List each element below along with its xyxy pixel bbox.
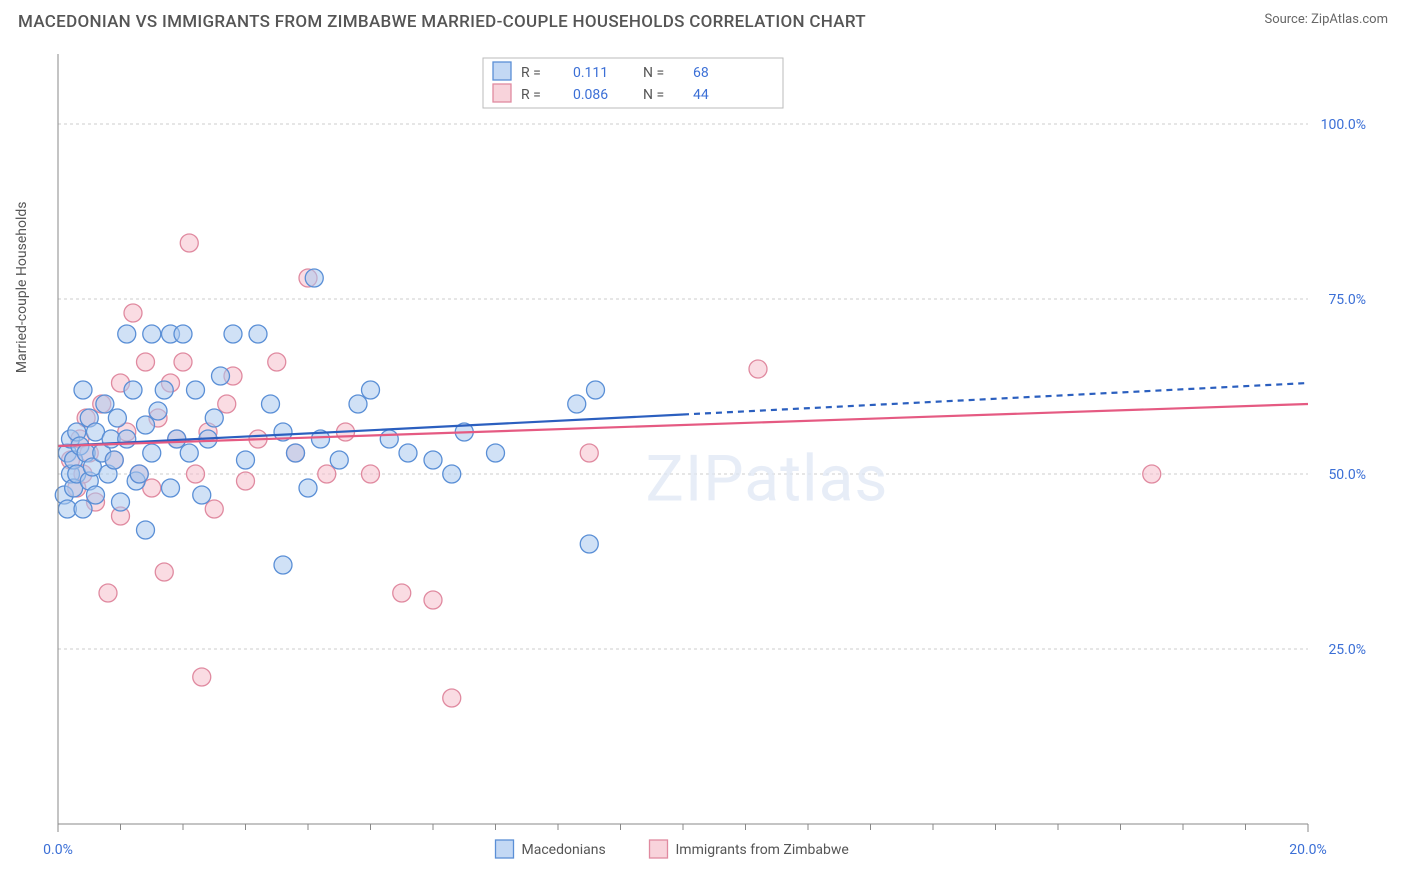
source-label: Source: ZipAtlas.com: [1264, 12, 1388, 27]
data-point: [143, 444, 161, 462]
data-point: [362, 465, 380, 483]
data-point: [443, 689, 461, 707]
data-point: [137, 521, 155, 539]
data-point: [193, 668, 211, 686]
data-point: [399, 444, 417, 462]
data-point: [99, 584, 117, 602]
legend-swatch: [493, 84, 511, 102]
data-point: [424, 591, 442, 609]
data-point: [443, 465, 461, 483]
data-point: [1143, 465, 1161, 483]
data-point: [187, 381, 205, 399]
data-point: [318, 465, 336, 483]
legend-n-value: 68: [693, 65, 709, 81]
data-point: [237, 472, 255, 490]
data-point: [568, 395, 586, 413]
legend-r-value: 0.111: [573, 65, 608, 81]
data-point: [180, 234, 198, 252]
data-point: [587, 381, 605, 399]
data-point: [424, 451, 442, 469]
legend-r-label: R =: [521, 87, 541, 103]
data-point: [193, 486, 211, 504]
legend-swatch: [650, 840, 668, 858]
data-point: [143, 325, 161, 343]
bottom-legend-label: Macedonians: [522, 842, 606, 858]
y-tick-label: 50.0%: [1328, 467, 1366, 483]
data-point: [124, 381, 142, 399]
data-point: [162, 479, 180, 497]
x-tick-label: 20.0%: [1289, 842, 1327, 858]
y-tick-label: 25.0%: [1328, 642, 1366, 658]
data-point: [118, 325, 136, 343]
bottom-legend-label: Immigrants from Zimbabwe: [676, 842, 849, 858]
data-point: [380, 430, 398, 448]
data-point: [749, 360, 767, 378]
data-point: [124, 304, 142, 322]
data-point: [212, 367, 230, 385]
data-point: [105, 451, 123, 469]
data-point: [305, 269, 323, 287]
data-point: [155, 563, 173, 581]
trend-line-dashed: [683, 383, 1308, 415]
data-point: [118, 430, 136, 448]
legend-r-value: 0.086: [573, 87, 608, 103]
data-point: [268, 353, 286, 371]
data-point: [108, 409, 126, 427]
data-point: [155, 381, 173, 399]
data-point: [205, 409, 223, 427]
legend-n-value: 44: [693, 87, 709, 103]
legend-swatch: [496, 840, 514, 858]
y-axis-label: Married-couple Households: [14, 201, 30, 373]
data-point: [137, 416, 155, 434]
watermark: ZIPatlas: [646, 442, 889, 517]
data-point: [96, 395, 114, 413]
trend-line: [58, 404, 1308, 446]
data-point: [87, 486, 105, 504]
data-point: [74, 500, 92, 518]
data-point: [137, 353, 155, 371]
data-point: [249, 325, 267, 343]
data-point: [487, 444, 505, 462]
data-point: [274, 556, 292, 574]
data-point: [205, 500, 223, 518]
legend-n-label: N =: [643, 87, 664, 103]
y-tick-label: 100.0%: [1321, 117, 1366, 133]
data-point: [580, 535, 598, 553]
data-point: [174, 325, 192, 343]
data-point: [330, 451, 348, 469]
data-point: [224, 325, 242, 343]
data-point: [362, 381, 380, 399]
data-point: [299, 479, 317, 497]
data-point: [174, 353, 192, 371]
chart-title: MACEDONIAN VS IMMIGRANTS FROM ZIMBABWE M…: [18, 12, 866, 32]
data-point: [287, 444, 305, 462]
data-point: [130, 465, 148, 483]
y-tick-label: 75.0%: [1328, 292, 1366, 308]
legend-r-label: R =: [521, 65, 541, 81]
data-point: [218, 395, 236, 413]
data-point: [187, 465, 205, 483]
data-point: [74, 381, 92, 399]
data-point: [180, 444, 198, 462]
data-point: [393, 584, 411, 602]
data-point: [262, 395, 280, 413]
data-point: [149, 402, 167, 420]
data-point: [349, 395, 367, 413]
data-point: [112, 493, 130, 511]
x-tick-label: 0.0%: [43, 842, 73, 858]
correlation-scatter-chart: 25.0% 50.0% 75.0% 100.0% ZIPatlas 0.0% 20.0% R …: [18, 44, 1378, 874]
data-point: [580, 444, 598, 462]
legend-n-label: N =: [643, 65, 664, 81]
legend-swatch: [493, 62, 511, 80]
data-point: [237, 451, 255, 469]
